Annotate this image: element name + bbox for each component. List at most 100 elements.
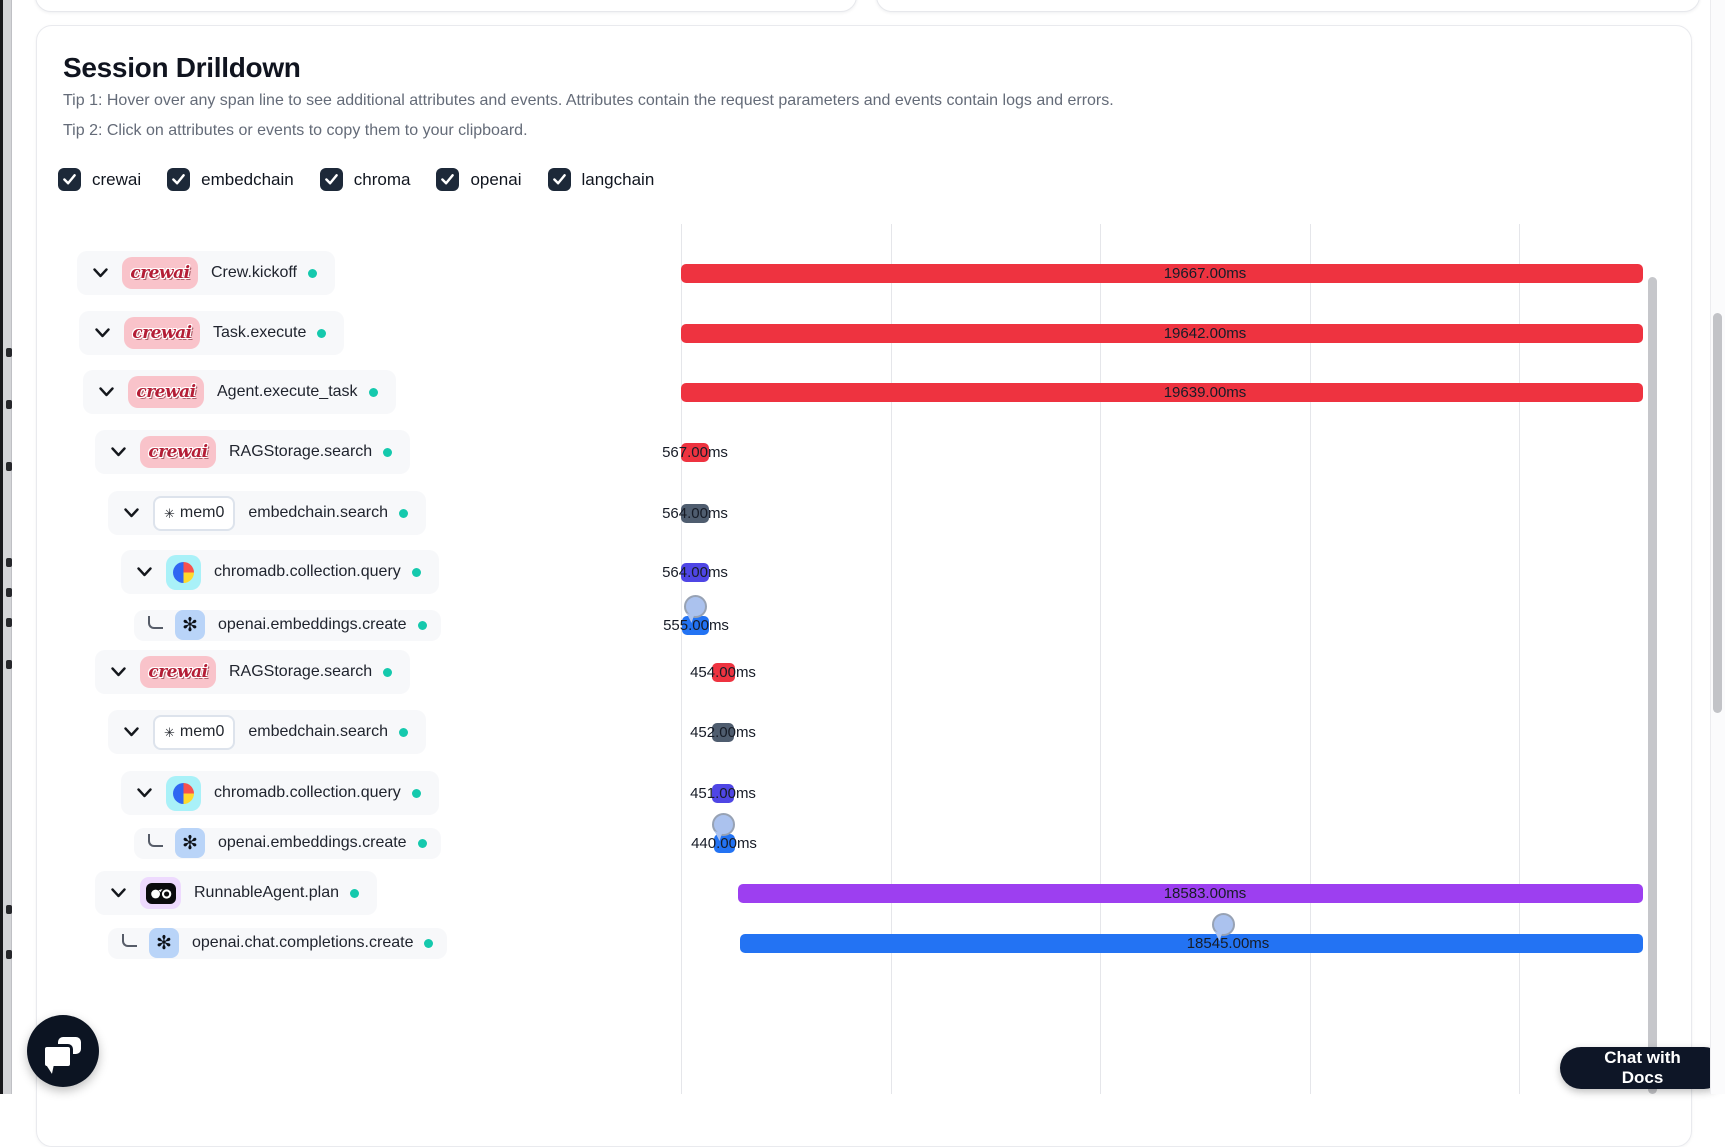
vendor-filter-chroma[interactable]: chroma <box>319 168 411 191</box>
span-row-embedchain.search[interactable]: ✳ mem0 embedchain.search <box>108 710 426 754</box>
status-dot <box>307 268 317 278</box>
chevron-down-icon[interactable] <box>99 385 114 400</box>
filter-label: openai <box>470 169 522 189</box>
mem0-logo-badge: ✳ mem0 <box>153 495 236 531</box>
span-duration-label: 19667.00ms <box>1163 264 1247 282</box>
span-row-chromadb.collection.query[interactable]: chromadb.collection.query <box>121 771 439 815</box>
checkbox-checked[interactable] <box>547 168 571 191</box>
event-speech-bubble-icon[interactable] <box>684 594 707 618</box>
chevron-down-icon[interactable] <box>111 886 126 901</box>
chevron-down-icon[interactable] <box>124 506 139 521</box>
span-duration-bar[interactable] <box>740 933 1643 953</box>
chevron-down-icon[interactable] <box>137 565 152 580</box>
chevron-down-icon[interactable] <box>111 665 126 680</box>
span-name: embedchain.search <box>248 504 388 521</box>
span-duration-label: 18545.00ms <box>1186 934 1270 952</box>
window-edge-artifact <box>6 400 12 409</box>
crewai-logo-badge: crewai <box>140 656 216 688</box>
chevron-down-icon[interactable] <box>111 445 126 460</box>
page-title: Session Drilldown <box>63 52 301 83</box>
span-row-chromadb.collection.query[interactable]: chromadb.collection.query <box>121 550 439 594</box>
chroma-logo-badge <box>166 554 201 590</box>
span-duration-label: 452.00ms <box>690 723 756 741</box>
cutoff-card <box>876 0 1700 12</box>
vendor-filter-openai[interactable]: openai <box>436 168 522 191</box>
vendor-filters: crewai embedchain chroma openai langchain <box>58 168 654 191</box>
window-edge-artifact <box>6 660 12 669</box>
filter-label: langchain <box>581 169 655 189</box>
span-duration-label: 451.00ms <box>690 784 756 802</box>
filter-label: crewai <box>92 169 142 189</box>
span-duration-bar[interactable] <box>712 662 735 682</box>
window-edge-artifact <box>6 618 12 627</box>
chat-with-docs-button[interactable]: Chat with Docs <box>1560 1047 1725 1089</box>
chat-widget-button[interactable] <box>27 1015 99 1087</box>
vendor-filter-langchain[interactable]: langchain <box>547 168 655 191</box>
span-duration-bar[interactable] <box>681 323 1643 343</box>
window-edge-artifact <box>6 588 12 597</box>
tip-2: Tip 2: Click on attributes or events to … <box>63 122 528 139</box>
openai-icon: ✻ <box>156 932 172 954</box>
checkbox-checked[interactable] <box>58 168 81 191</box>
span-row-Agent.execute_task[interactable]: crewai Agent.execute_task <box>83 370 396 414</box>
chevron-down-icon[interactable] <box>95 326 110 341</box>
span-duration-bar[interactable] <box>681 503 709 523</box>
crewai-logo-badge: crewai <box>122 257 198 289</box>
checkbox-checked[interactable] <box>167 168 191 191</box>
status-dot <box>411 567 421 577</box>
openai-icon: ✻ <box>182 614 198 636</box>
status-dot <box>399 508 408 518</box>
crewai-logo-badge: crewai <box>124 317 200 349</box>
span-duration-bar[interactable] <box>681 263 1643 283</box>
span-name: openai.embeddings.create <box>218 616 407 633</box>
span-row-RunnableAgent.plan[interactable]: RunnableAgent.plan <box>95 871 378 915</box>
openai-logo-badge: ✻ <box>175 828 205 858</box>
chevron-down-icon[interactable] <box>137 786 152 801</box>
event-speech-bubble-icon[interactable] <box>1212 912 1235 936</box>
window-edge-line <box>0 0 3 1094</box>
cutoff-card <box>35 0 857 12</box>
span-duration-label: 555.00ms <box>663 616 729 634</box>
mem0-icon: ✳ <box>164 724 175 740</box>
filter-label: chroma <box>353 169 411 189</box>
filter-label: embedchain <box>201 169 294 189</box>
span-duration-bar[interactable] <box>681 442 709 462</box>
timeline-gridline <box>1310 224 1311 1094</box>
span-row-openai.embeddings.create[interactable]: ✻ openai.embeddings.create <box>134 609 441 641</box>
span-row-Crew.kickoff[interactable]: crewai Crew.kickoff <box>77 251 335 295</box>
span-duration-bar[interactable] <box>712 783 734 803</box>
span-row-Task.execute[interactable]: crewai Task.execute <box>79 311 345 355</box>
vendor-filter-embedchain[interactable]: embedchain <box>167 168 294 191</box>
chevron-down-icon[interactable] <box>124 725 139 740</box>
span-duration-label: 567.00ms <box>662 443 728 461</box>
openai-icon: ✻ <box>182 832 198 854</box>
status-dot <box>417 838 427 848</box>
window-edge-artifact <box>6 558 12 567</box>
span-row-RAGStorage.search[interactable]: crewai RAGStorage.search <box>95 430 411 474</box>
checkbox-checked[interactable] <box>436 168 460 191</box>
trace-scrollbar-thumb[interactable] <box>1648 277 1657 1094</box>
vendor-filter-crewai[interactable]: crewai <box>58 168 141 191</box>
chroma-logo-badge <box>166 775 201 811</box>
status-dot <box>383 667 393 677</box>
span-row-embedchain.search[interactable]: ✳ mem0 embedchain.search <box>108 491 426 535</box>
browser-scrollbar-thumb[interactable] <box>1713 313 1722 713</box>
mem0-logo-badge: ✳ mem0 <box>153 714 236 750</box>
timeline-gridline <box>891 224 892 1094</box>
span-duration-bar[interactable] <box>738 883 1643 903</box>
crewai-logo-badge: crewai <box>140 436 216 468</box>
chevron-down-icon[interactable] <box>93 266 108 281</box>
span-row-openai.chat.completions.create[interactable]: ✻ openai.chat.completions.create <box>108 927 448 959</box>
checkbox-checked[interactable] <box>319 168 343 191</box>
window-edge-artifact <box>6 950 12 959</box>
event-speech-bubble-icon[interactable] <box>712 812 735 836</box>
span-row-RAGStorage.search[interactable]: crewai RAGStorage.search <box>95 650 411 694</box>
child-elbow-icon <box>122 933 137 947</box>
span-duration-bar[interactable] <box>681 382 1643 402</box>
span-duration-bar[interactable] <box>681 562 709 582</box>
chroma-icon <box>173 561 194 583</box>
span-duration-bar[interactable] <box>712 722 734 742</box>
tip-1: Tip 1: Hover over any span line to see a… <box>63 92 1114 109</box>
span-row-openai.embeddings.create[interactable]: ✻ openai.embeddings.create <box>134 827 441 859</box>
child-elbow-icon <box>148 615 163 629</box>
